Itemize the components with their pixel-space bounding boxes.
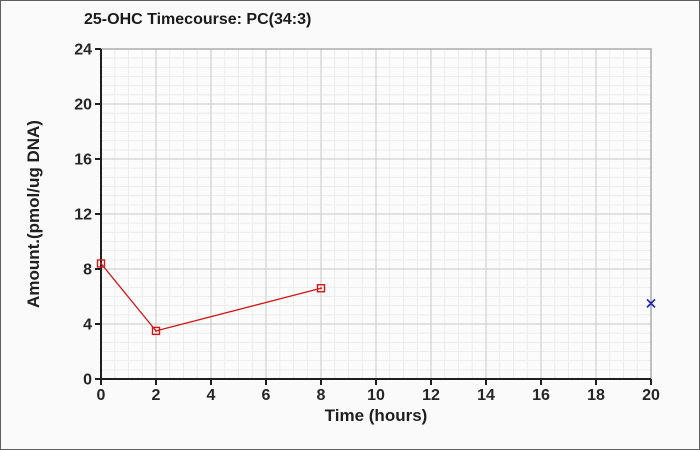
red-timecourse-series-marker	[151, 326, 161, 336]
y-axis-label: Amount.(pmol/ug DNA)	[24, 120, 43, 308]
x-tick-label: 2	[152, 387, 161, 404]
red-timecourse-series-marker-dot	[320, 287, 322, 290]
y-tick-label: 24	[74, 42, 92, 59]
red-timecourse-series-marker-dot	[155, 329, 157, 332]
y-tick-label: 0	[83, 372, 92, 389]
x-axis-label: Time (hours)	[324, 406, 428, 425]
x-tick-label: 16	[532, 387, 550, 404]
red-timecourse-series-marker	[316, 284, 326, 293]
x-tick-label: 20	[642, 387, 660, 404]
red-timecourse-series-marker	[96, 259, 106, 268]
x-tick-label: 4	[207, 387, 216, 404]
y-tick-label: 16	[74, 152, 92, 169]
y-tick-label: 4	[83, 317, 92, 334]
x-tick-label: 12	[422, 387, 440, 404]
y-tick-label: 20	[74, 97, 92, 114]
blue-point-series-marker	[646, 298, 656, 308]
red-timecourse-series-marker-dot	[100, 262, 102, 265]
y-tick-label: 8	[83, 262, 92, 279]
x-tick-label: 18	[587, 387, 605, 404]
x-tick-label: 14	[477, 387, 495, 404]
y-tick-label: 12	[74, 207, 92, 224]
x-tick-label: 10	[367, 387, 385, 404]
x-tick-label: 0	[97, 387, 106, 404]
x-tick-label: 8	[317, 387, 326, 404]
x-tick-label: 6	[262, 387, 271, 404]
chart-title: 25-OHC Timecourse: PC(34:3)	[84, 11, 312, 28]
plot-border	[101, 48, 652, 379]
